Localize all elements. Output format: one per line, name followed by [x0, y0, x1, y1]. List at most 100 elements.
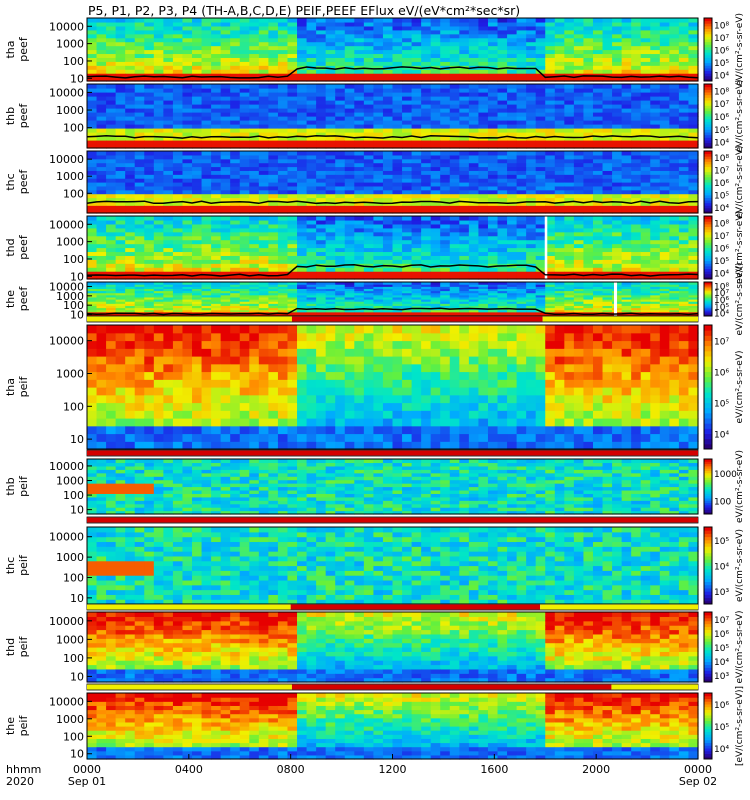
- heatmap-cell: [335, 154, 346, 160]
- heatmap-cell: [621, 120, 632, 125]
- heatmap-cell: [497, 294, 508, 298]
- heatmap-cell: [592, 267, 604, 272]
- heatmap-cell: [363, 61, 375, 66]
- heatmap-cell: [182, 263, 193, 268]
- heatmap-cell: [468, 61, 480, 66]
- heatmap-cell: [163, 73, 174, 78]
- heatmap-cell: [134, 45, 145, 51]
- heatmap-cell: [449, 162, 460, 168]
- colorbar-tick-label: 10⁴: [714, 72, 729, 82]
- heatmap-cell: [535, 104, 546, 109]
- heatmap-cell: [230, 271, 241, 276]
- heatmap-cell: [535, 132, 546, 137]
- heatmap-cell: [392, 88, 403, 93]
- colorbar-tick-label: 10⁴: [714, 270, 729, 280]
- heatmap-cell: [669, 162, 680, 168]
- heatmap-cell: [287, 282, 298, 285]
- heatmap-cell: [402, 290, 413, 294]
- heatmap-cell: [344, 178, 355, 183]
- heatmap-cell: [573, 116, 585, 121]
- heatmap-cell: [612, 57, 623, 62]
- heatmap-cell: [335, 18, 346, 23]
- heatmap-cell: [688, 197, 699, 202]
- heatmap-cell: [268, 41, 279, 47]
- heatmap-cell: [268, 305, 279, 309]
- heatmap-cell: [497, 259, 508, 264]
- heatmap-cell: [363, 311, 375, 315]
- heatmap-cell: [354, 247, 365, 253]
- heatmap-cell: [297, 132, 308, 137]
- heatmap-cell: [392, 132, 403, 137]
- heatmap-cell: [688, 33, 699, 39]
- heatmap-cell: [592, 231, 604, 237]
- heatmap-cell: [678, 49, 690, 55]
- heatmap-cell: [459, 286, 470, 289]
- heatmap-cell: [621, 185, 632, 191]
- heatmap-cell: [192, 185, 203, 191]
- heatmap-cell: [192, 73, 203, 78]
- heatmap-cell: [134, 263, 145, 268]
- heatmap-cell: [459, 290, 470, 294]
- colorbar-title: eV/(cm²-s-sr-eV): [735, 79, 745, 152]
- heatmap-cell: [144, 57, 155, 62]
- heatmap-cell: [430, 88, 441, 93]
- heatmap-cell: [153, 296, 164, 300]
- heatmap-cell: [192, 286, 203, 289]
- heatmap-cell: [430, 144, 441, 149]
- heatmap-cell: [631, 144, 642, 149]
- heatmap-cell: [354, 311, 365, 315]
- heatmap-cell: [192, 140, 203, 145]
- heatmap-cell: [239, 104, 250, 109]
- heatmap-cell: [287, 301, 298, 304]
- heatmap-cell: [115, 259, 126, 264]
- heatmap-cell: [325, 100, 336, 105]
- heatmap-cell: [449, 286, 460, 289]
- heatmap-cell: [583, 49, 594, 55]
- heatmap-cell: [650, 235, 661, 241]
- heatmap-cell: [507, 37, 518, 43]
- heatmap-cell: [640, 259, 651, 264]
- heatmap-cell: [554, 108, 565, 113]
- heatmap-cell: [106, 166, 117, 171]
- heatmap-cell: [478, 174, 489, 179]
- heatmap-cell: [497, 205, 508, 210]
- heatmap-cell: [153, 158, 164, 164]
- heatmap-cell: [669, 100, 680, 105]
- heatmap-cell: [440, 235, 451, 241]
- heatmap-cell: [96, 284, 107, 287]
- heatmap-cell: [230, 201, 241, 206]
- heatmap-cell: [583, 45, 594, 51]
- heatmap-cell: [421, 209, 432, 214]
- heatmap-cell: [96, 174, 107, 179]
- heatmap-cell: [325, 33, 336, 39]
- heatmap-cell: [411, 294, 422, 298]
- heatmap-cell: [678, 227, 690, 233]
- heatmap-cell: [277, 136, 289, 141]
- heatmap-cell: [153, 275, 164, 280]
- heatmap-cell: [354, 29, 365, 35]
- heatmap-cell: [153, 247, 164, 253]
- heatmap-cell: [211, 288, 222, 292]
- heatmap-cell: [449, 108, 460, 113]
- heatmap-cell: [268, 313, 279, 317]
- heatmap-cell: [421, 311, 432, 315]
- heatmap-cell: [583, 151, 594, 156]
- heatmap-cell: [335, 21, 346, 27]
- heatmap-cell: [554, 166, 565, 171]
- heatmap-cell: [211, 21, 222, 27]
- heatmap-cell: [220, 88, 231, 93]
- heatmap-cell: [688, 263, 699, 268]
- heatmap-cell: [297, 284, 308, 287]
- heatmap-cell: [402, 282, 413, 285]
- heatmap-cell: [440, 170, 451, 175]
- heatmap-cell: [449, 128, 460, 133]
- heatmap-cell: [182, 108, 193, 113]
- heatmap-cell: [87, 77, 98, 82]
- heatmap-cell: [640, 18, 651, 23]
- heatmap-cell: [688, 216, 699, 221]
- heatmap-cell: [688, 73, 699, 78]
- heatmap-cell: [220, 25, 231, 31]
- heatmap-cell: [144, 84, 155, 89]
- heatmap-cell: [96, 313, 107, 317]
- heatmap-cell: [96, 189, 107, 195]
